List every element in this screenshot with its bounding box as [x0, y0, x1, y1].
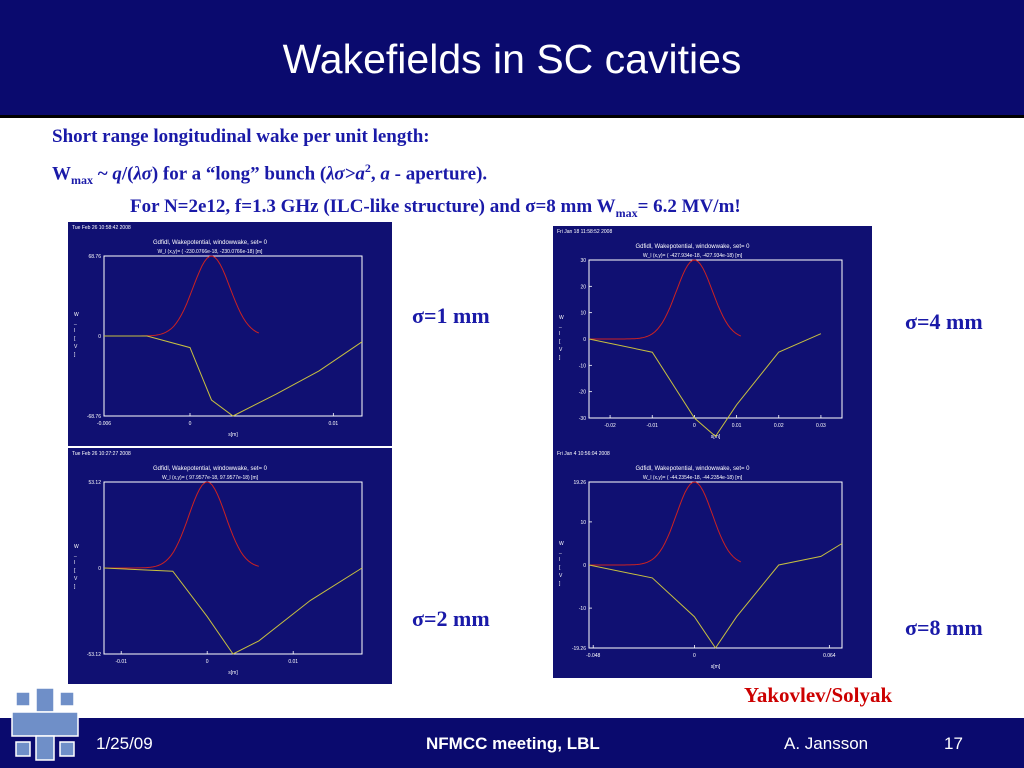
footer-date: 1/25/09 [96, 734, 153, 753]
y-tick-label: 68.76 [88, 254, 101, 260]
bunch-curve [104, 255, 260, 337]
title-bar [0, 0, 1024, 118]
bunch-curve [589, 259, 742, 340]
label-sigma-8: σ=8 mm [905, 615, 983, 640]
plot-panel-sigma2: Tue Feb 26 10:27:27 2008 Gdfidl, Wakepote… [68, 448, 392, 684]
plot-header: Tue Feb 26 10:58:42 2008 [72, 225, 131, 231]
plot-title: Gdfidl, Wakepotential, windowwake, set= … [635, 244, 750, 250]
plot-header: Fri Jan 4 10:56:04 2008 [557, 451, 610, 457]
x-tick-label: -0.006 [97, 421, 111, 427]
y-tick-label: -19.26 [572, 646, 586, 652]
plot-subtitle: W_l (x,y)= ( -427.934e-18, -427.934e-18)… [643, 253, 743, 259]
line-2: Wmax ~ q/(λσ) for a “long” bunch (λσ>a2,… [52, 161, 488, 188]
x-tick-label: 0.03 [816, 423, 826, 429]
footer-author: A. Jansson [784, 734, 869, 753]
x-tick-label: 0 [693, 423, 696, 429]
wake-curve [588, 543, 843, 649]
y-tick-label: 0 [98, 334, 101, 340]
x-tick-label: -0.01 [115, 659, 127, 665]
label-sigma-4: σ=4 mm [905, 309, 983, 334]
x-tick-label: 0.01 [732, 423, 742, 429]
footer-meeting: NFMCC meeting, LBL [426, 734, 600, 753]
x-tick-label: -0.048 [586, 653, 600, 659]
x-axis-label: s[m] [228, 432, 238, 438]
y-tick-label: 19.26 [573, 480, 586, 486]
line-1: Short range longitudinal wake per unit l… [52, 126, 430, 147]
x-tick-label: 0 [189, 421, 192, 427]
x-axis-label: s[m] [228, 670, 238, 676]
wake-curve [104, 335, 363, 417]
y-axis-label: W _ l[V] [558, 315, 564, 361]
x-tick-label: 0 [693, 653, 696, 659]
y-tick-label: 0 [98, 566, 101, 572]
footer-page-number: 17 [944, 734, 963, 753]
plot-header: Tue Feb 26 10:27:27 2008 [72, 451, 131, 457]
line-3: For N=2e12, f=1.3 GHz (ILC-like structur… [130, 196, 741, 220]
fermilab-logo [11, 687, 79, 761]
x-tick-label: 0 [206, 659, 209, 665]
x-axis-label: s[m] [711, 664, 721, 670]
y-tick-label: -30 [579, 416, 586, 422]
label-sigma-1: σ=1 mm [412, 303, 490, 328]
y-tick-label: 20 [580, 284, 586, 290]
y-tick-label: -20 [579, 390, 586, 396]
y-tick-label: -10 [579, 363, 586, 369]
y-tick-label: 10 [580, 520, 586, 526]
y-tick-label: -68.76 [87, 414, 101, 420]
credit-label: Yakovlev/Solyak [744, 683, 893, 707]
x-tick-label: -0.02 [604, 423, 616, 429]
plot-title: Gdfidl, Wakepotential, windowwake, set= … [153, 466, 268, 472]
y-tick-label: 53.12 [88, 480, 101, 486]
x-tick-label: 0.01 [288, 659, 298, 665]
wake-curve [103, 567, 363, 655]
bunch-curve [104, 481, 259, 569]
wake-curve [588, 333, 822, 438]
x-tick-label: 0.01 [328, 421, 338, 427]
bunch-curve [589, 481, 742, 566]
x-tick-label: 0.064 [823, 653, 836, 659]
plot-header: Fri Jan 18 11:58:52 2008 [557, 229, 612, 235]
plot-panel-sigma8: Fri Jan 4 10:56:04 2008 Gdfidl, Wakepoten… [553, 448, 872, 678]
label-sigma-2: σ=2 mm [412, 606, 490, 631]
plot-panel-sigma1: Tue Feb 26 10:58:42 2008 Gdfidl, Wakepote… [68, 222, 392, 446]
footer-bar [0, 716, 1024, 768]
slide-title: Wakefields in SC cavities [282, 36, 742, 82]
y-tick-label: -10 [579, 606, 586, 612]
y-axis-label: W _ l[V] [558, 541, 564, 587]
plot-title: Gdfidl, Wakepotential, windowwake, set= … [153, 240, 268, 246]
y-axis-label: W _ l[V] [73, 312, 79, 358]
plot-subtitle: W_l (x,y)= ( -230.0766e-18, -230.0766e-1… [158, 249, 264, 255]
y-tick-label: 10 [580, 311, 586, 317]
y-axis-label: W _ l[V] [73, 544, 79, 590]
x-tick-label: 0.02 [774, 423, 784, 429]
plot-panel-sigma4: Fri Jan 18 11:58:52 2008 Gdfidl, Wakepote… [553, 226, 872, 448]
plot-title: Gdfidl, Wakepotential, windowwake, set= … [635, 466, 750, 472]
y-tick-label: -53.12 [87, 652, 101, 658]
x-tick-label: -0.01 [647, 423, 659, 429]
y-tick-label: 30 [580, 258, 586, 264]
plot-subtitle: W_l (x,y)= ( 97.9577e-18, 97.9577e-18) [… [162, 475, 259, 481]
plot-subtitle: W_l (x,y)= ( -44.2354e-18, -44.2354e-18)… [643, 475, 743, 481]
y-tick-label: 0 [583, 563, 586, 569]
x-axis-label: s[m] [711, 434, 721, 440]
y-tick-label: 0 [583, 337, 586, 343]
